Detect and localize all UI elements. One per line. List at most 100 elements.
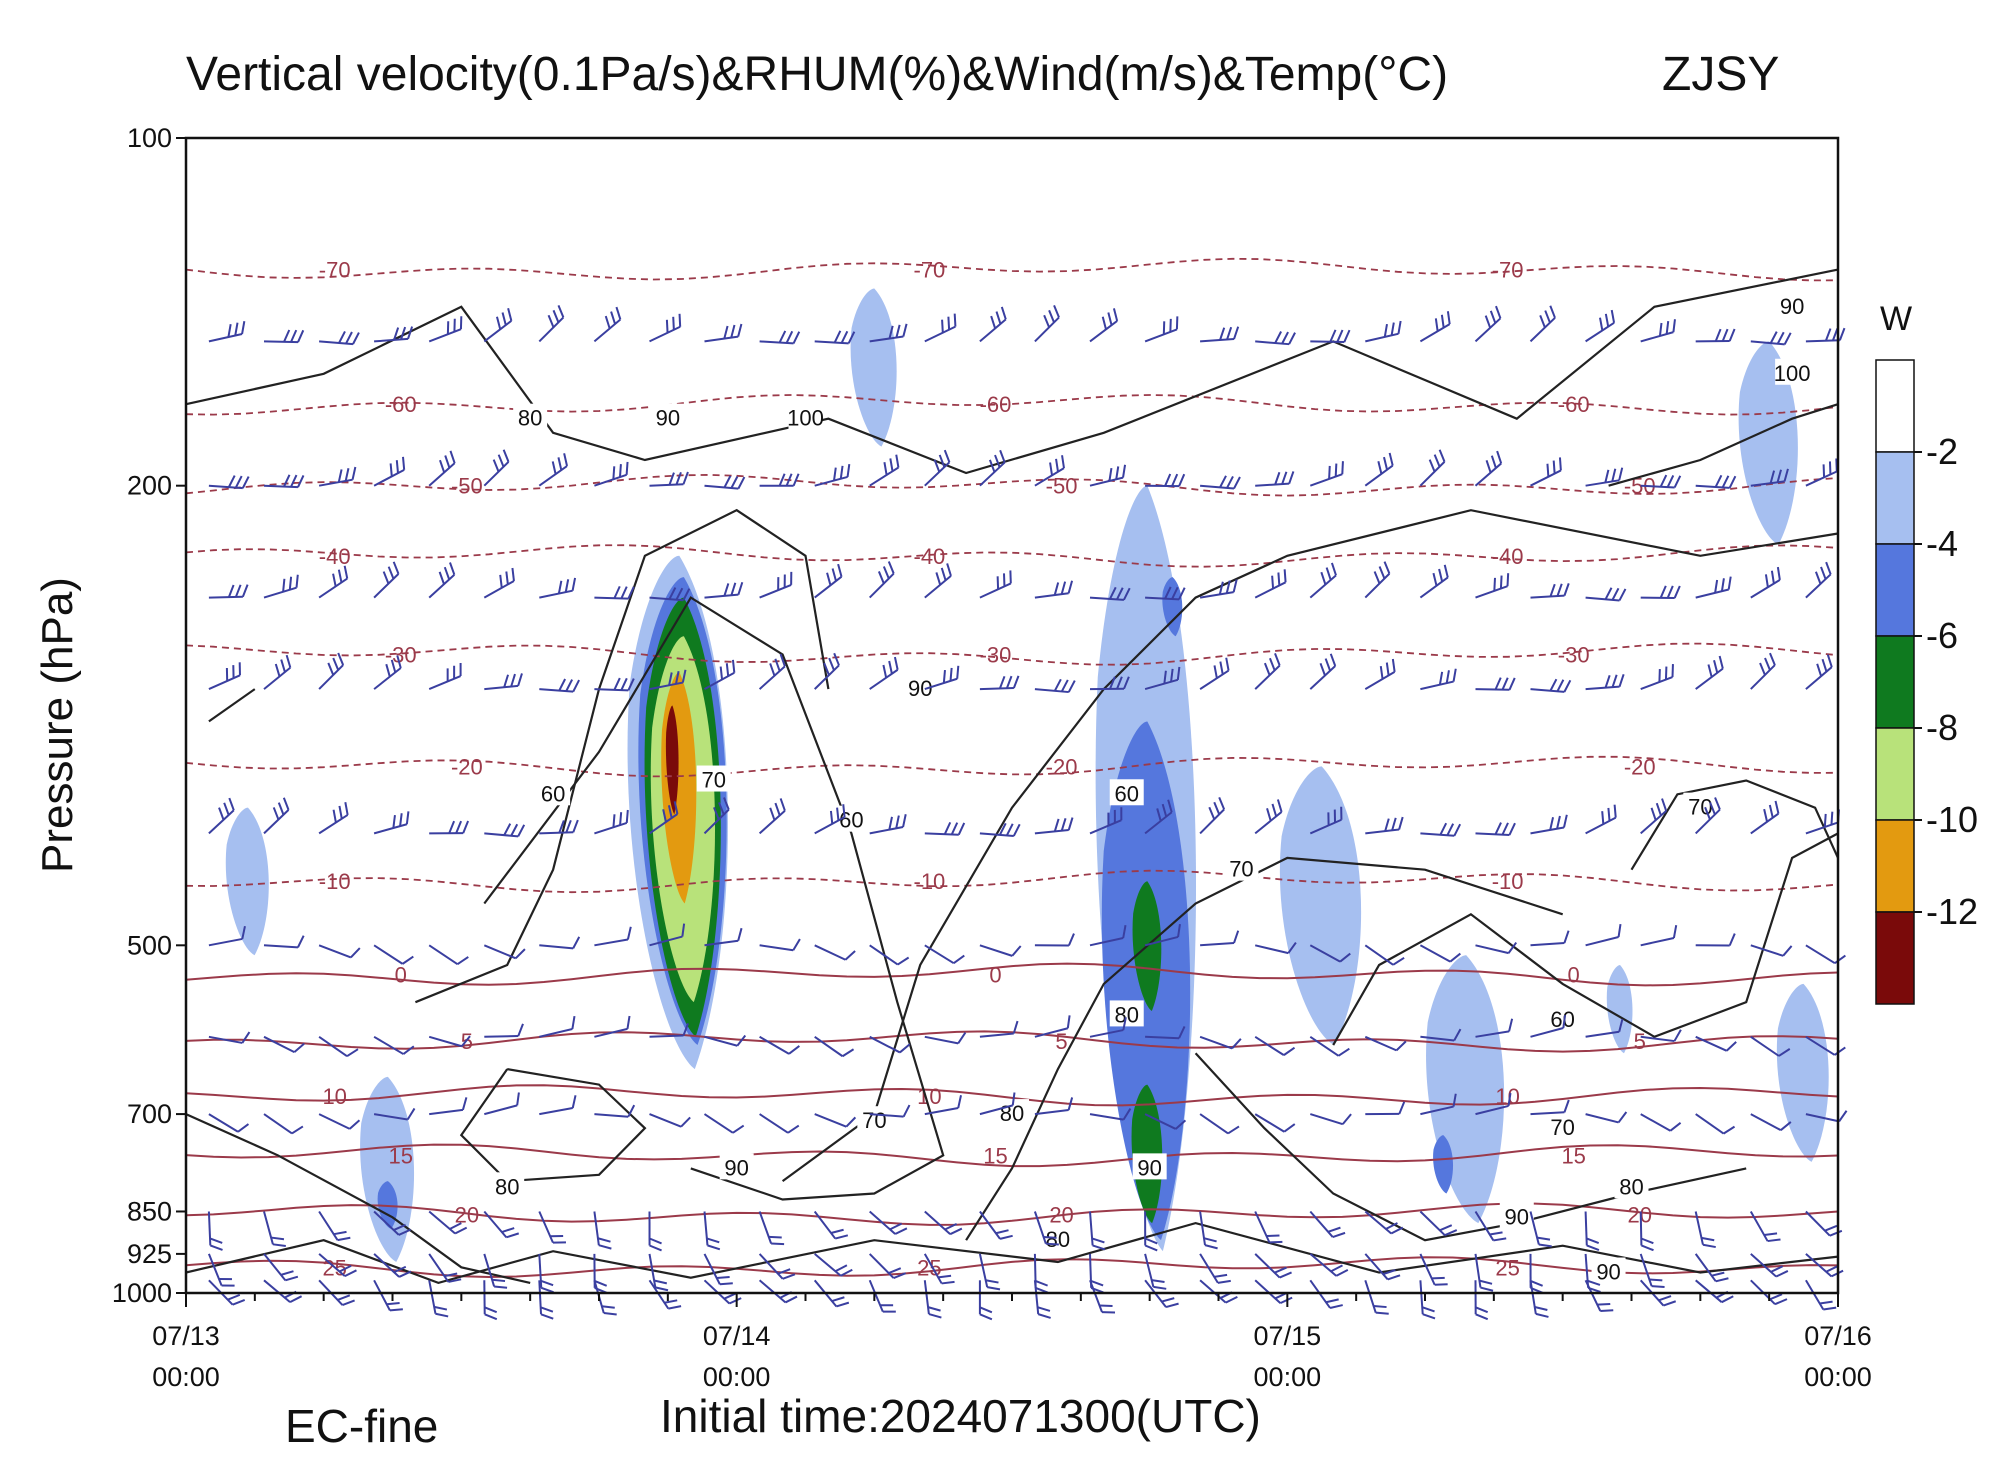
wind-barb-feather — [1499, 575, 1503, 589]
wind-barb-shaft — [869, 466, 899, 487]
isotherm-label: -50 — [451, 474, 483, 499]
wind-barb — [483, 308, 513, 343]
wind-barb-feather — [342, 1299, 355, 1306]
wind-barb-shaft — [1530, 469, 1562, 487]
wind-barb-feather — [940, 567, 947, 581]
rhum-contour — [208, 688, 256, 723]
rhum-contour — [185, 1113, 531, 1284]
wind-barb — [428, 450, 456, 487]
wind-barb-shaft — [1144, 1253, 1155, 1288]
wind-barb-feather — [680, 1116, 691, 1128]
wind-barb-shaft — [1144, 328, 1178, 343]
rhum-label: 80 — [1046, 1227, 1070, 1252]
wind-barb — [649, 923, 686, 947]
wind-barb-feather — [495, 316, 502, 330]
wind-barb-feather — [1562, 1014, 1567, 1029]
wind-barb-feather — [899, 1043, 911, 1054]
wind-barb-feather — [882, 566, 890, 579]
wind-barb-feather — [1764, 1232, 1778, 1236]
wind-barb — [1254, 799, 1283, 835]
wind-barb-feather — [1170, 668, 1174, 682]
wind-barb — [923, 1253, 955, 1285]
wind-barb — [759, 473, 800, 487]
wind-barb-shaft — [208, 333, 243, 343]
wind-barb-feather — [1009, 570, 1012, 584]
wind-barb — [1530, 814, 1568, 835]
wind-barb-shaft — [1420, 1105, 1454, 1116]
wind-barb-shaft — [1750, 1253, 1777, 1278]
wind-barb-feather — [241, 476, 250, 489]
wind-barb-shaft — [1033, 1280, 1040, 1315]
wind-barb-shaft — [924, 1035, 959, 1045]
wind-barb-feather — [1816, 663, 1823, 677]
wind-barb-shaft — [1254, 664, 1281, 690]
wind-barb-shaft — [538, 316, 565, 343]
colorbar-swatch — [1875, 911, 1915, 1005]
wind-barb-feather — [944, 1222, 958, 1231]
wind-barb-feather — [1721, 328, 1729, 342]
wind-barb-feather — [1279, 1296, 1293, 1305]
wind-barb-feather — [664, 1299, 678, 1304]
wind-barb-feather — [826, 572, 832, 586]
wind-barb-feather — [1783, 332, 1792, 345]
wind-barb-feather — [1391, 817, 1397, 831]
wind-barb-shaft — [373, 1279, 391, 1311]
wind-barb — [1805, 1035, 1846, 1056]
isotherm-label: -40 — [319, 544, 351, 569]
wind-barb-feather — [332, 657, 340, 671]
wind-barb-shaft — [1529, 317, 1556, 343]
wind-barb-feather — [1171, 473, 1179, 487]
wind-barb-feather — [604, 315, 611, 329]
wind-barb-shaft — [1309, 944, 1341, 963]
wind-barb-feather — [501, 1227, 515, 1233]
wind-barb-feather — [572, 819, 579, 833]
wind-barb-feather — [1618, 588, 1627, 601]
wind-barb — [1364, 1035, 1407, 1052]
wind-barb — [373, 944, 414, 965]
isotherm-label: 20 — [1628, 1202, 1652, 1227]
wind-barb-feather — [1475, 1313, 1489, 1321]
wind-barb-shaft — [263, 1211, 274, 1245]
wind-barb-feather — [1445, 670, 1450, 684]
rhum-label-bg — [1545, 1113, 1580, 1140]
wind-barb-feather — [1048, 309, 1055, 323]
wind-barb-feather — [1271, 803, 1278, 817]
wind-barb-feather — [285, 654, 292, 668]
wind-barb — [1530, 457, 1562, 487]
wind-barb-feather — [842, 1048, 855, 1058]
wind-barb-feather — [209, 1244, 223, 1251]
wind-barb-feather — [1556, 815, 1561, 829]
wind-barb — [1474, 1253, 1494, 1292]
wind-barb-feather — [402, 1045, 415, 1055]
wind-barb — [924, 665, 960, 691]
rhum-label-bg — [788, 403, 823, 430]
wind-barb — [1089, 1279, 1116, 1314]
wind-barb — [1199, 579, 1238, 599]
wind-barb-feather — [1109, 676, 1116, 690]
wind-barb-feather — [290, 329, 298, 343]
wind-barb-feather — [1617, 1111, 1628, 1124]
wind-barb-shaft — [593, 1211, 600, 1246]
wind-barb-shaft — [1310, 340, 1345, 344]
wind-barb-feather — [1659, 585, 1667, 599]
wind-barb — [1750, 468, 1789, 487]
isotherm — [185, 869, 1839, 894]
wind-barb-feather — [540, 1306, 554, 1313]
wind-barb-shaft — [814, 1113, 847, 1128]
wind-barb-feather — [1563, 814, 1568, 828]
wind-barb-feather — [1714, 579, 1719, 593]
wind-barb-feather — [1171, 586, 1179, 600]
w-cell — [1606, 964, 1633, 1054]
wind-barb-feather — [771, 1242, 785, 1246]
wind-barb-feather — [943, 821, 952, 835]
wind-barb-feather — [1446, 823, 1455, 836]
wind-barb-feather — [333, 1230, 347, 1236]
wind-barb-feather — [895, 815, 900, 829]
wind-barb — [1750, 331, 1792, 346]
wind-barb-feather — [779, 798, 786, 812]
wind-barb — [1805, 1110, 1848, 1123]
wind-barb-feather — [1337, 1047, 1350, 1057]
wind-barb-feather — [736, 1034, 747, 1047]
wind-barb — [374, 326, 414, 343]
wind-barb-shaft — [1694, 1253, 1717, 1282]
